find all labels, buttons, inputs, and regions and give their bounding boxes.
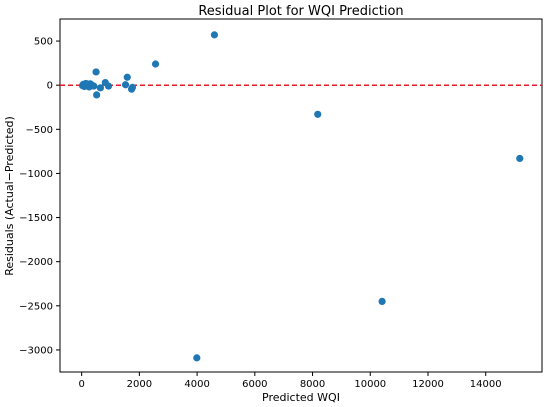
scatter-point — [93, 91, 101, 99]
scatter-point — [90, 82, 98, 90]
y-tick-label: −1000 — [19, 169, 53, 180]
scatter-point — [193, 354, 201, 362]
y-tick-label: −3000 — [19, 345, 53, 356]
plot-frame — [59, 18, 543, 373]
x-tick-label: 4000 — [184, 379, 209, 390]
x-tick-label: 10000 — [354, 379, 386, 390]
scatter-point — [128, 83, 137, 91]
y-tick-label: 0 — [47, 81, 53, 92]
x-tick-label: 2000 — [127, 379, 152, 390]
scatter-point — [151, 60, 160, 68]
scatter-point — [210, 31, 219, 39]
y-tick-label: −1500 — [19, 213, 53, 224]
scatter-point — [92, 68, 100, 76]
x-axis-ticks: 0 2000 4000 6000 8000 10000 12000 14000 — [78, 372, 502, 390]
x-tick-label: 6000 — [242, 379, 267, 390]
scatter-point — [96, 84, 105, 92]
scatter-point — [121, 81, 130, 89]
y-tick-label: −2000 — [19, 257, 53, 268]
x-axis-label: Predicted WQI — [262, 391, 340, 404]
data-points — [78, 31, 524, 362]
y-tick-label: −500 — [26, 125, 53, 136]
plot-area — [59, 18, 543, 373]
y-axis-label: Residuals (Actual−Predicted) — [3, 116, 16, 276]
x-tick-label: 12000 — [412, 379, 444, 390]
x-tick-label: 8000 — [300, 379, 325, 390]
x-tick-label: 14000 — [470, 379, 502, 390]
scatter-point — [516, 154, 524, 163]
scatter-point — [104, 82, 113, 90]
scatter-point — [123, 73, 131, 81]
scatter-point — [378, 297, 386, 305]
x-tick-label: 0 — [78, 379, 84, 390]
y-axis-ticks: 500 0 −500 −1000 −1500 −2000 −2500 −3000 — [19, 37, 60, 356]
y-tick-label: −2500 — [19, 301, 53, 312]
chart-title: Residual Plot for WQI Prediction — [198, 4, 403, 19]
scatter-point — [314, 110, 322, 118]
y-tick-label: 500 — [34, 37, 53, 48]
